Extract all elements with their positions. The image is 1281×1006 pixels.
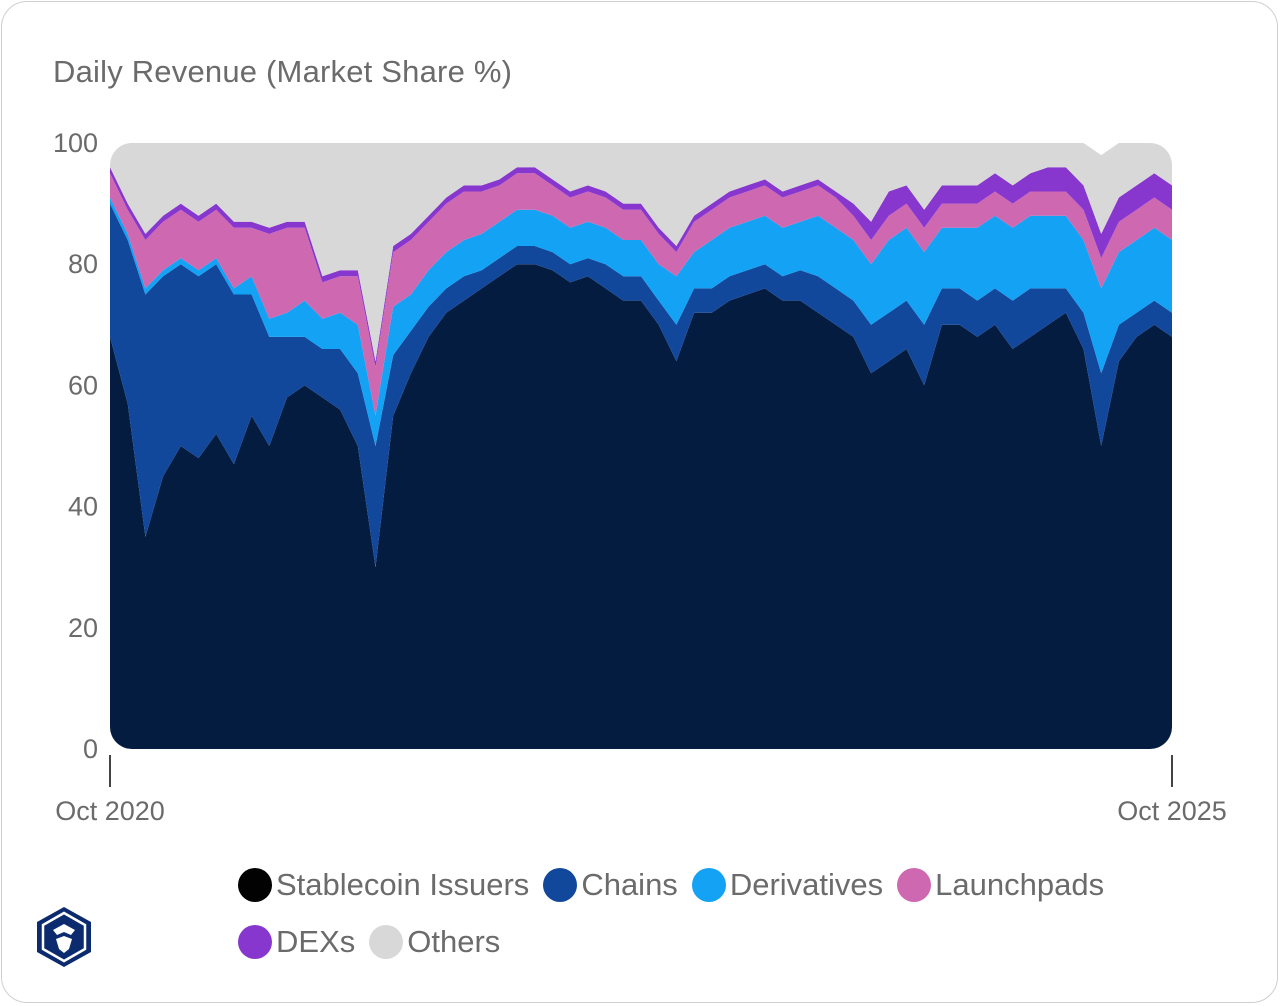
legend-swatch <box>238 925 272 959</box>
legend-label: Launchpads <box>935 867 1105 902</box>
legend-swatch <box>369 925 404 959</box>
area-series-chains <box>110 203 1172 568</box>
legend-item-derivatives[interactable]: Derivatives <box>691 867 884 903</box>
legend-label: Chains <box>581 867 678 902</box>
legend-label: Derivatives <box>729 867 884 902</box>
legend-item-dexs[interactable]: DEXs <box>238 924 355 960</box>
y-tick-label: 0 <box>83 734 98 764</box>
legend-label: Others <box>407 924 501 959</box>
y-axis: 0 20 40 60 80 100 <box>53 128 98 764</box>
y-tick-label: 100 <box>53 128 98 158</box>
legend-item-others[interactable]: Others <box>369 924 500 960</box>
crypto-com-shield-logo-icon <box>37 907 91 967</box>
y-tick-label: 60 <box>68 370 98 400</box>
area-layer <box>110 143 1172 749</box>
legend-item-chains[interactable]: Chains <box>543 867 678 903</box>
y-tick-label: 40 <box>68 492 98 522</box>
legend-swatch <box>691 868 726 902</box>
legend-swatch <box>238 868 272 902</box>
legend-row-2: DEXs Others <box>238 921 1248 963</box>
area-series-others <box>110 143 1172 362</box>
legend-label: DEXs <box>276 924 356 959</box>
legend-swatch <box>543 868 578 902</box>
area-series-stablecoin-issuers <box>110 264 1172 749</box>
chart-title: Daily Revenue (Market Share %) <box>53 54 513 89</box>
legend-swatch <box>897 868 932 902</box>
area-series-derivatives <box>110 197 1172 446</box>
legend: Stablecoin Issuers Chains Derivatives La… <box>238 864 1248 978</box>
x-axis: Oct 2020 Oct 2025 <box>55 755 1227 826</box>
area-series-launchpads <box>110 173 1172 416</box>
y-tick-label: 20 <box>68 613 98 643</box>
y-tick-label: 80 <box>68 249 98 279</box>
legend-item-launchpads[interactable]: Launchpads <box>897 867 1104 903</box>
x-tick-label: Oct 2020 <box>55 796 165 826</box>
legend-item-stablecoin-issuers[interactable]: Stablecoin Issuers <box>238 867 529 903</box>
legend-label: Stablecoin Issuers <box>276 867 530 902</box>
x-tick-label: Oct 2025 <box>1117 796 1227 826</box>
area-series-dexs <box>110 167 1172 368</box>
legend-row-1: Stablecoin Issuers Chains Derivatives La… <box>238 864 1248 906</box>
